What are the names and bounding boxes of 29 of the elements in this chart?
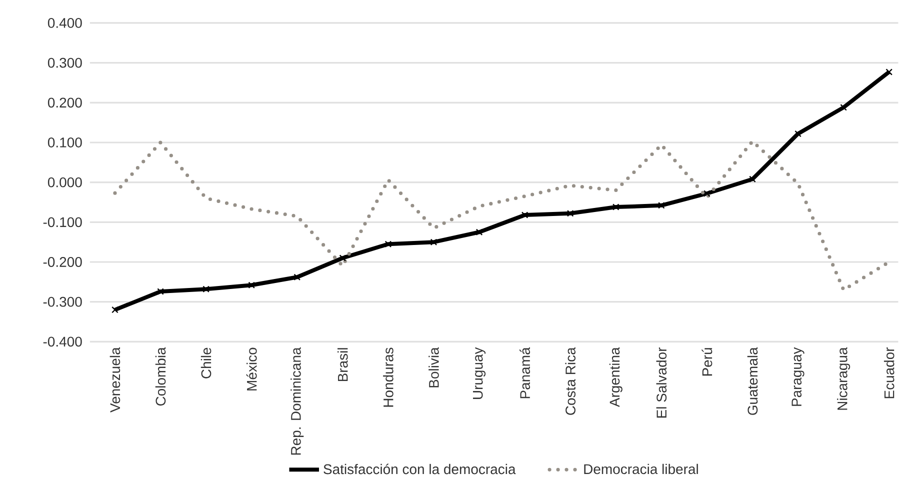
x-tick-label: Honduras [383,348,394,407]
x-tick-label: Nicaragua [837,347,850,410]
x-tick-label: Rep. Dominicana [290,347,304,455]
x-tick-label: Paraguay [792,347,804,406]
legend-label: Satisfacción con la democracia [324,464,516,474]
y-tick-label: 0.100 [48,138,82,148]
x-tick-label: Colombia [155,347,166,406]
x-tick-label: Venezuela [110,347,120,413]
y-tick-label: 0.300 [48,58,82,68]
y-tick-label: 0.000 [48,178,82,188]
y-tick-label: 0.400 [48,18,82,28]
y-tick-label: -0.300 [43,297,82,308]
y-tick-label: -0.400 [43,336,82,347]
x-tick-label: Bolivia [428,347,439,388]
x-tick-label: Panamá [520,347,530,398]
y-tick-label: -0.200 [43,257,82,268]
x-tick-label: Uruguay [473,347,486,400]
x-tick-label: México [246,348,257,391]
x-tick-label: Brasil [338,348,348,382]
x-tick-label: Ecuador [884,348,894,398]
x-tick-label: El Salvador [656,348,667,418]
x-tick-label: Guatemala [747,347,758,416]
x-tick-label: Costa Rica [565,347,576,416]
x-tick-label: Chile [200,348,212,379]
x-tick-label: Perú [702,348,712,376]
y-tick-label: 0.200 [48,98,82,108]
legend-label: Democracia liberal [584,464,698,474]
y-tick-label: -0.100 [43,217,82,228]
x-tick-label: Argentina [609,347,622,408]
